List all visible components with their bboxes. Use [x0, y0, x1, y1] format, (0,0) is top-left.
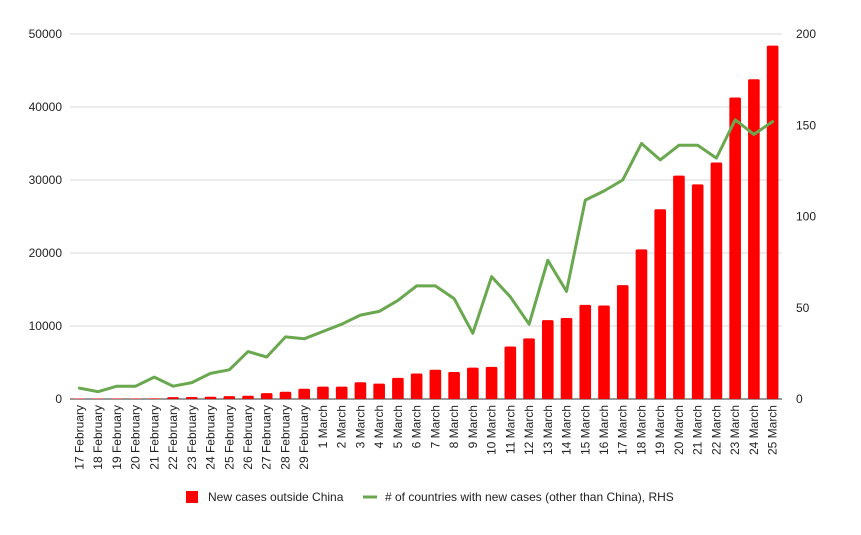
y-left-tick-label: 10000	[29, 319, 63, 333]
x-tick-label: 25 February	[222, 405, 236, 470]
y-left-tick-label: 50000	[29, 27, 63, 41]
x-tick-label: 18 March	[634, 405, 648, 455]
x-tick-label: 21 March	[691, 405, 705, 455]
x-tick-label: 15 March	[578, 405, 592, 455]
x-tick-label: 18 February	[91, 405, 105, 470]
x-tick-label: 22 March	[709, 405, 723, 455]
bar-series	[74, 46, 779, 399]
bar	[692, 184, 704, 399]
x-tick-label: 21 February	[147, 405, 161, 470]
x-tick-label: 19 February	[110, 405, 124, 470]
x-tick-label: 1 March	[316, 405, 330, 448]
bar	[748, 79, 760, 399]
legend-label: New cases outside China	[208, 490, 344, 504]
bar	[729, 98, 741, 399]
x-tick-label: 12 March	[522, 405, 536, 455]
bar	[486, 367, 498, 399]
x-tick-label: 7 March	[428, 405, 442, 448]
y-left-tick-label: 20000	[29, 246, 63, 260]
x-tick-label: 6 March	[410, 405, 424, 448]
x-tick-label: 16 March	[597, 405, 611, 455]
bar	[411, 373, 423, 399]
x-tick-label: 27 February	[260, 405, 274, 470]
bar	[767, 46, 779, 399]
bar	[317, 387, 329, 399]
bar	[561, 318, 573, 399]
x-tick-label: 26 February	[241, 405, 255, 470]
x-tick-label: 17 March	[616, 405, 630, 455]
y-right-tick-label: 200	[796, 27, 816, 41]
bar	[223, 396, 235, 399]
x-tick-label: 20 March	[672, 405, 686, 455]
bar	[167, 397, 179, 399]
bar	[130, 399, 142, 400]
x-tick-label: 24 February	[204, 405, 218, 470]
bar	[448, 372, 460, 399]
bar	[467, 368, 479, 399]
bar	[242, 396, 254, 399]
x-tick-label: 24 March	[747, 405, 761, 455]
x-tick-label: 29 February	[297, 405, 311, 470]
bar	[355, 382, 367, 399]
bar	[336, 387, 348, 399]
bar	[430, 370, 442, 399]
bar	[92, 399, 104, 400]
y-left-tick-label: 40000	[29, 100, 63, 114]
bar	[392, 378, 404, 399]
x-tick-label: 28 February	[278, 405, 292, 470]
legend-label: # of countries with new cases (other tha…	[385, 490, 674, 504]
bar	[542, 320, 554, 399]
y-left-tick-label: 0	[55, 392, 62, 406]
bar	[74, 399, 86, 400]
line-series	[79, 120, 772, 392]
x-tick-label: 23 March	[728, 405, 742, 455]
bar	[111, 399, 123, 400]
x-tick-label: 11 March	[503, 405, 517, 454]
bar	[261, 393, 273, 399]
x-tick-label: 19 March	[653, 405, 667, 455]
x-tick-label: 9 March	[466, 405, 480, 448]
x-tick-label: 25 March	[766, 405, 780, 455]
x-tick-label: 17 February	[72, 405, 86, 470]
bar	[505, 346, 517, 399]
x-tick-label: 4 March	[372, 405, 386, 448]
bar	[654, 209, 666, 399]
x-tick-label: 14 March	[560, 405, 574, 455]
x-tick-label: 3 March	[353, 405, 367, 448]
bar	[205, 397, 217, 399]
bar	[149, 398, 161, 399]
x-tick-label: 8 March	[447, 405, 461, 448]
y-right-tick-label: 150	[796, 118, 816, 132]
x-tick-label: 5 March	[391, 405, 405, 448]
x-tick-label: 13 March	[541, 405, 555, 455]
bar	[280, 392, 292, 399]
x-tick-label: 23 February	[185, 405, 199, 470]
bar	[186, 397, 198, 399]
bar	[523, 338, 535, 399]
y-left-tick-label: 30000	[29, 173, 63, 187]
bar	[598, 306, 610, 399]
x-tick-label: 20 February	[129, 405, 143, 470]
y-right-tick-label: 100	[796, 210, 816, 224]
x-tick-label: 10 March	[485, 405, 499, 455]
bar	[617, 285, 629, 399]
y-right-tick-label: 50	[796, 301, 810, 315]
y-right-tick-label: 0	[796, 392, 803, 406]
bar	[636, 249, 648, 399]
bar	[673, 176, 685, 399]
bar	[373, 384, 385, 399]
x-tick-label: 2 March	[335, 405, 349, 448]
x-tick-label: 22 February	[166, 405, 180, 470]
legend-swatch-bars	[186, 491, 198, 503]
bar	[711, 162, 723, 399]
countries-line	[79, 120, 772, 392]
bar	[579, 305, 591, 399]
legend: New cases outside China # of countries wi…	[186, 490, 674, 504]
bar	[298, 389, 310, 399]
